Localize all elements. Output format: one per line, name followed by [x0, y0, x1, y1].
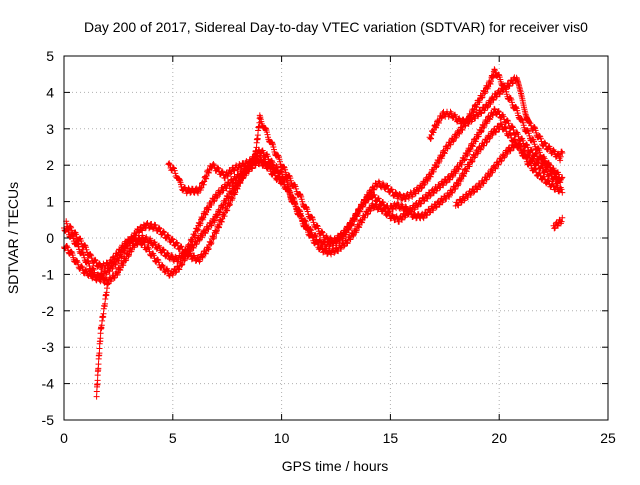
- y-tick-label: 2: [46, 157, 54, 173]
- y-tick-label: 1: [46, 194, 54, 210]
- x-tick-label: 25: [600, 430, 616, 446]
- y-tick-label: -4: [42, 376, 55, 392]
- series-track-4: [165, 152, 294, 197]
- plot-frame: [63, 55, 609, 421]
- plus-markers: [93, 280, 111, 400]
- plus-markers: [165, 152, 294, 197]
- y-tick-label: -5: [42, 412, 55, 428]
- x-tick-label: 5: [169, 430, 177, 446]
- x-tick-label: 15: [383, 430, 399, 446]
- x-axis-label: GPS time / hours: [282, 458, 389, 474]
- y-tick-label: 4: [46, 84, 54, 100]
- x-tick-label: 20: [491, 430, 507, 446]
- plus-markers: [426, 74, 566, 164]
- x-tick-label: 10: [274, 430, 290, 446]
- x-tick-label: 0: [60, 430, 68, 446]
- series-track-1: [61, 105, 566, 284]
- series-track-3: [63, 120, 566, 279]
- y-tick-label: 5: [46, 48, 54, 64]
- y-tick-label: 0: [46, 230, 54, 246]
- series-track-6: [452, 138, 564, 209]
- y-tick-label: 3: [46, 121, 54, 137]
- y-tick-label: -3: [42, 339, 55, 355]
- y-axis-label: SDTVAR / TECUs: [5, 182, 21, 294]
- plus-markers: [452, 138, 564, 209]
- y-tick-label: -1: [42, 266, 55, 282]
- chart-title: Day 200 of 2017, Sidereal Day-to-day VTE…: [84, 19, 588, 35]
- plus-markers: [61, 105, 566, 284]
- series-track-7: [93, 280, 111, 400]
- series-track-5: [426, 74, 566, 164]
- plus-markers: [63, 120, 566, 279]
- data-points-layer: [61, 66, 566, 400]
- axis-layer: 0 5 10 15 20 25 -5 -4 -3 -2 -1 0 1 2 3 4 5: [42, 48, 616, 446]
- series-track-8: [550, 214, 566, 232]
- y-tick-label: -2: [42, 303, 55, 319]
- plus-markers: [550, 214, 566, 232]
